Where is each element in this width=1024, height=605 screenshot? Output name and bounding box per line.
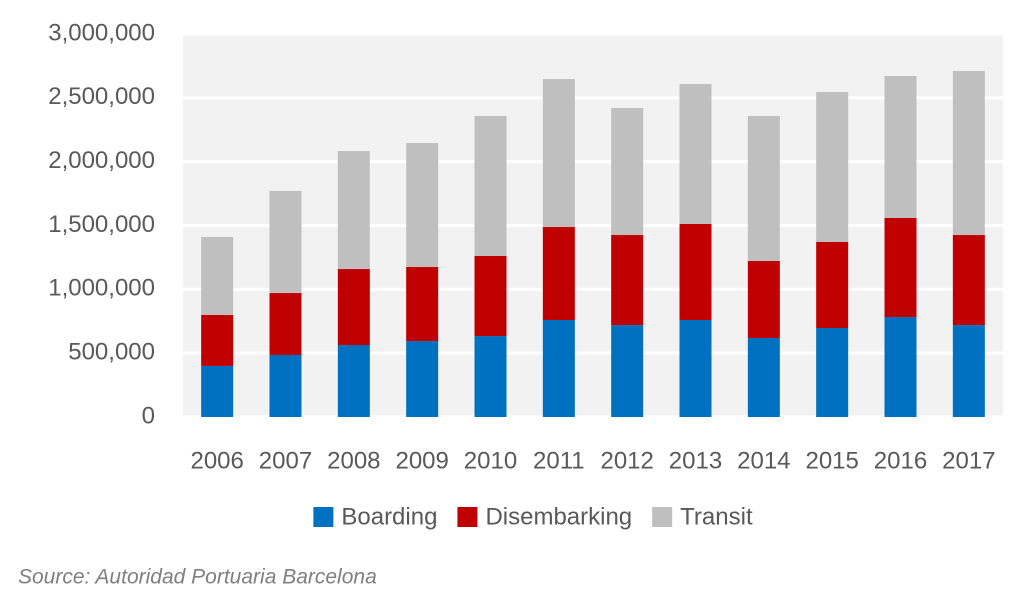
x-tick-label: 2011 [533,447,585,474]
legend-label: Transit [680,503,753,530]
x-tick-label: 2017 [942,447,995,474]
bar-segment [816,241,849,329]
y-tick-label: 2,000,000 [48,147,155,174]
legend-swatch [652,507,673,527]
y-tick-label: 1,000,000 [48,275,155,302]
bar-segment [679,223,712,320]
legend-swatch [313,507,334,527]
y-tick-label: 0 [142,402,155,429]
legend-swatch [457,507,478,527]
bar-segment [269,190,302,294]
bar-segment [816,91,849,242]
y-tick-label: 1,500,000 [48,211,155,238]
bar-segment [747,260,780,338]
source-note: Source: Autoridad Portuaria Barcelona [18,566,377,589]
x-tick-label: 2007 [259,447,312,474]
y-tick-label: 500,000 [68,339,155,366]
bar-segment [679,319,712,417]
y-tick-label: 3,000,000 [48,19,155,46]
legend-label: Boarding [341,503,437,530]
x-tick-label: 2009 [395,447,448,474]
bar-segment [337,269,370,345]
y-tick-label: 2,500,000 [48,83,155,110]
x-tick-label: 2013 [669,447,722,474]
x-tick-label: 2015 [805,447,858,474]
bar-segment [747,115,780,261]
bar-segment [201,314,234,366]
bar-segment [884,217,917,318]
bar-segment [816,328,849,417]
bar-segment [611,234,644,326]
bar-segment [406,266,439,342]
bar-segment [611,325,644,417]
bar-segment [474,336,507,417]
bar-segment [337,344,370,417]
x-tick-label: 2008 [327,447,380,474]
legend-label: Disembarking [485,503,632,530]
bar-segment [952,234,985,326]
bar-segment [884,76,917,218]
bar-segment [406,143,439,267]
bar-segment [542,79,575,228]
bar-segment [542,227,575,320]
bar-segment [542,319,575,417]
bar-segment [952,71,985,235]
bar-segment [269,293,302,355]
bar-segment [747,337,780,417]
bar-segment [406,341,439,417]
x-tick-label: 2012 [600,447,653,474]
bar-segment [611,108,644,235]
bar-segment [269,354,302,417]
bar-segment [952,325,985,417]
bar-segment [884,317,917,417]
bar-segment [474,256,507,337]
bar-segment [679,84,712,224]
bar-segment [474,115,507,257]
x-tick-label: 2016 [874,447,927,474]
x-tick-label: 2006 [190,447,243,474]
x-tick-label: 2014 [737,447,790,474]
x-tick-label: 2010 [464,447,517,474]
bar-segment [201,236,234,315]
bar-segment [337,151,370,270]
bar-segment [201,365,234,417]
